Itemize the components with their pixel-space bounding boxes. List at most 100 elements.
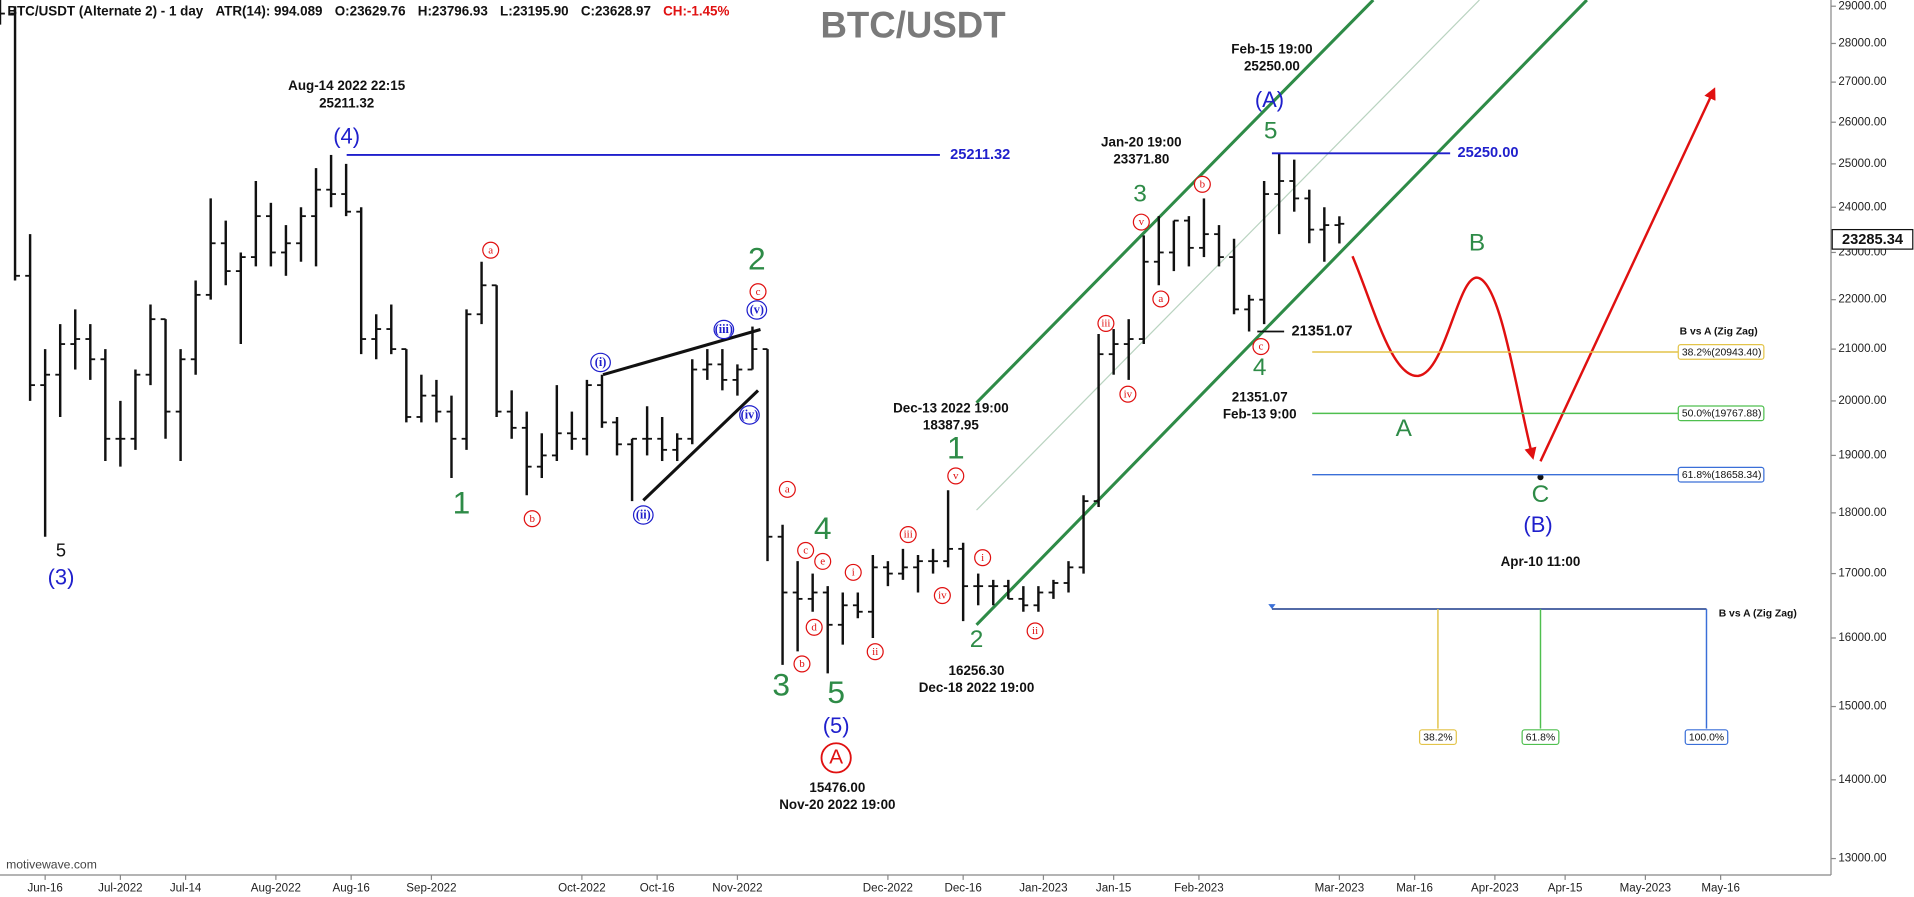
x-tick-label: May-16 [1701, 883, 1740, 895]
wave-label: (5) [823, 713, 850, 738]
wave-label: e [820, 556, 825, 568]
wave-circle [1026, 622, 1044, 640]
wave-circle [805, 618, 823, 636]
wave-label: 2 [748, 241, 766, 277]
wave-label: a [785, 484, 790, 496]
wave-label: A [1396, 415, 1413, 442]
wave-circle [974, 549, 992, 567]
channel-upper [975, 0, 1375, 404]
wave-label: (3) [48, 564, 75, 589]
header-item: C:23628.97 [581, 4, 651, 19]
y-tick-label: 14000.00 [1838, 774, 1886, 786]
wave-circle [1097, 314, 1115, 332]
time-fib-title: B vs A (Zig Zag) [1719, 609, 1797, 620]
x-tick-label: Mar-2023 [1315, 883, 1365, 895]
wave-circle [820, 742, 852, 774]
wave-label: d [811, 621, 817, 633]
wave-label: i [852, 566, 855, 578]
x-tick-label: Nov-2022 [712, 883, 762, 895]
target-point [1537, 474, 1544, 481]
x-tick-label: Mar-16 [1396, 883, 1433, 895]
wave-circle [632, 505, 654, 525]
point-label: 25250.00 [1244, 59, 1300, 74]
time-fib-box [1521, 729, 1560, 746]
wave-label: ii [872, 646, 878, 658]
last-price-box [1831, 228, 1914, 250]
wave-label: C [1532, 481, 1550, 508]
y-tick-label: 24000.00 [1838, 201, 1886, 213]
header-item: O:23629.76 [335, 4, 406, 19]
wave-label: 2 [970, 626, 984, 653]
wave-label: 5 [1264, 117, 1278, 144]
point-label: 25211.32 [319, 95, 374, 110]
wave-label: 4 [1253, 354, 1267, 381]
wave-label: c [803, 545, 808, 557]
wave-label: (v) [750, 302, 764, 316]
header-item: BTC/USDT (Alternate 2) - 1 day [7, 4, 203, 19]
channel-middle [976, 0, 1480, 511]
wave-label: b [529, 513, 535, 525]
point-label: Jan-20 19:00 [1101, 134, 1182, 149]
price-line-label: 25250.00 [1457, 145, 1518, 161]
header-item: CH:-1.45% [663, 4, 729, 19]
wave-label: c [756, 286, 761, 298]
wave-label: ii [1032, 625, 1038, 637]
wave-label: a [1158, 293, 1163, 305]
wave-circle [1252, 338, 1270, 356]
wave-label: iii [904, 529, 913, 541]
fib-label: 61.8%(18658.34) [1682, 470, 1761, 481]
point-label: Dec-18 2022 19:00 [919, 680, 1035, 695]
point-label: 15476.00 [809, 780, 865, 795]
wave-label: iv [938, 590, 947, 602]
point-label: Nov-20 2022 19:00 [779, 797, 895, 812]
y-tick-label: 17000.00 [1838, 568, 1886, 580]
wave-circle [797, 541, 815, 559]
x-tick-label: Feb-2023 [1174, 883, 1224, 895]
wave-label: (iv) [741, 407, 759, 421]
wave-circle [814, 552, 832, 570]
triangle-upper [602, 328, 761, 377]
wave-circle [482, 241, 500, 259]
x-tick-label: Aug-16 [332, 883, 369, 895]
y-tick-label: 28000.00 [1838, 38, 1886, 50]
x-tick-label: Dec-2022 [863, 883, 913, 895]
price-line-label: 21351.07 [1291, 323, 1352, 339]
footer: motivewave.com [6, 857, 97, 871]
wave-label: A [829, 745, 843, 768]
wave-label: (ii) [636, 507, 651, 521]
wave-label: b [799, 658, 805, 670]
y-tick-label: 19000.00 [1838, 449, 1886, 461]
header-item: H:23796.93 [418, 4, 488, 19]
point-label: 23371.80 [1113, 151, 1169, 166]
y-tick-label: 13000.00 [1838, 853, 1886, 865]
wave-label: v [1139, 216, 1145, 228]
y-tick-label: 25000.00 [1838, 158, 1886, 170]
wave-label: 4 [814, 510, 832, 546]
wave-label: 3 [772, 666, 790, 702]
wave-label: 1 [947, 430, 965, 466]
wave-label: 1 [453, 485, 471, 521]
wave-label: (i) [595, 355, 607, 369]
wave-circle [590, 352, 611, 373]
wave-label: (4) [333, 124, 360, 149]
x-tick-label: Oct-2022 [558, 883, 606, 895]
y-tick-label: 20000.00 [1838, 395, 1886, 407]
channel-lower [975, 0, 1588, 626]
wave-label: a [488, 244, 493, 256]
x-tick-label: Sep-2022 [406, 883, 456, 895]
wave-label: (iii) [715, 322, 733, 336]
point-label: Feb-13 9:00 [1223, 406, 1297, 421]
time-fib-anchor [1268, 604, 1276, 609]
price-line-label: 25211.32 [950, 147, 1010, 163]
wave-circle [899, 525, 917, 544]
point-label: Feb-15 19:00 [1231, 42, 1312, 57]
x-tick-label: Apr-15 [1548, 883, 1583, 895]
time-fib-box [1684, 729, 1729, 746]
wave-label: iv [1124, 388, 1133, 400]
point-label: 18387.95 [923, 417, 979, 432]
projection-arrow [1539, 87, 1716, 462]
wave-circle [793, 655, 811, 673]
fib-label-box [1677, 405, 1765, 422]
y-tick-label: 26000.00 [1838, 116, 1886, 128]
